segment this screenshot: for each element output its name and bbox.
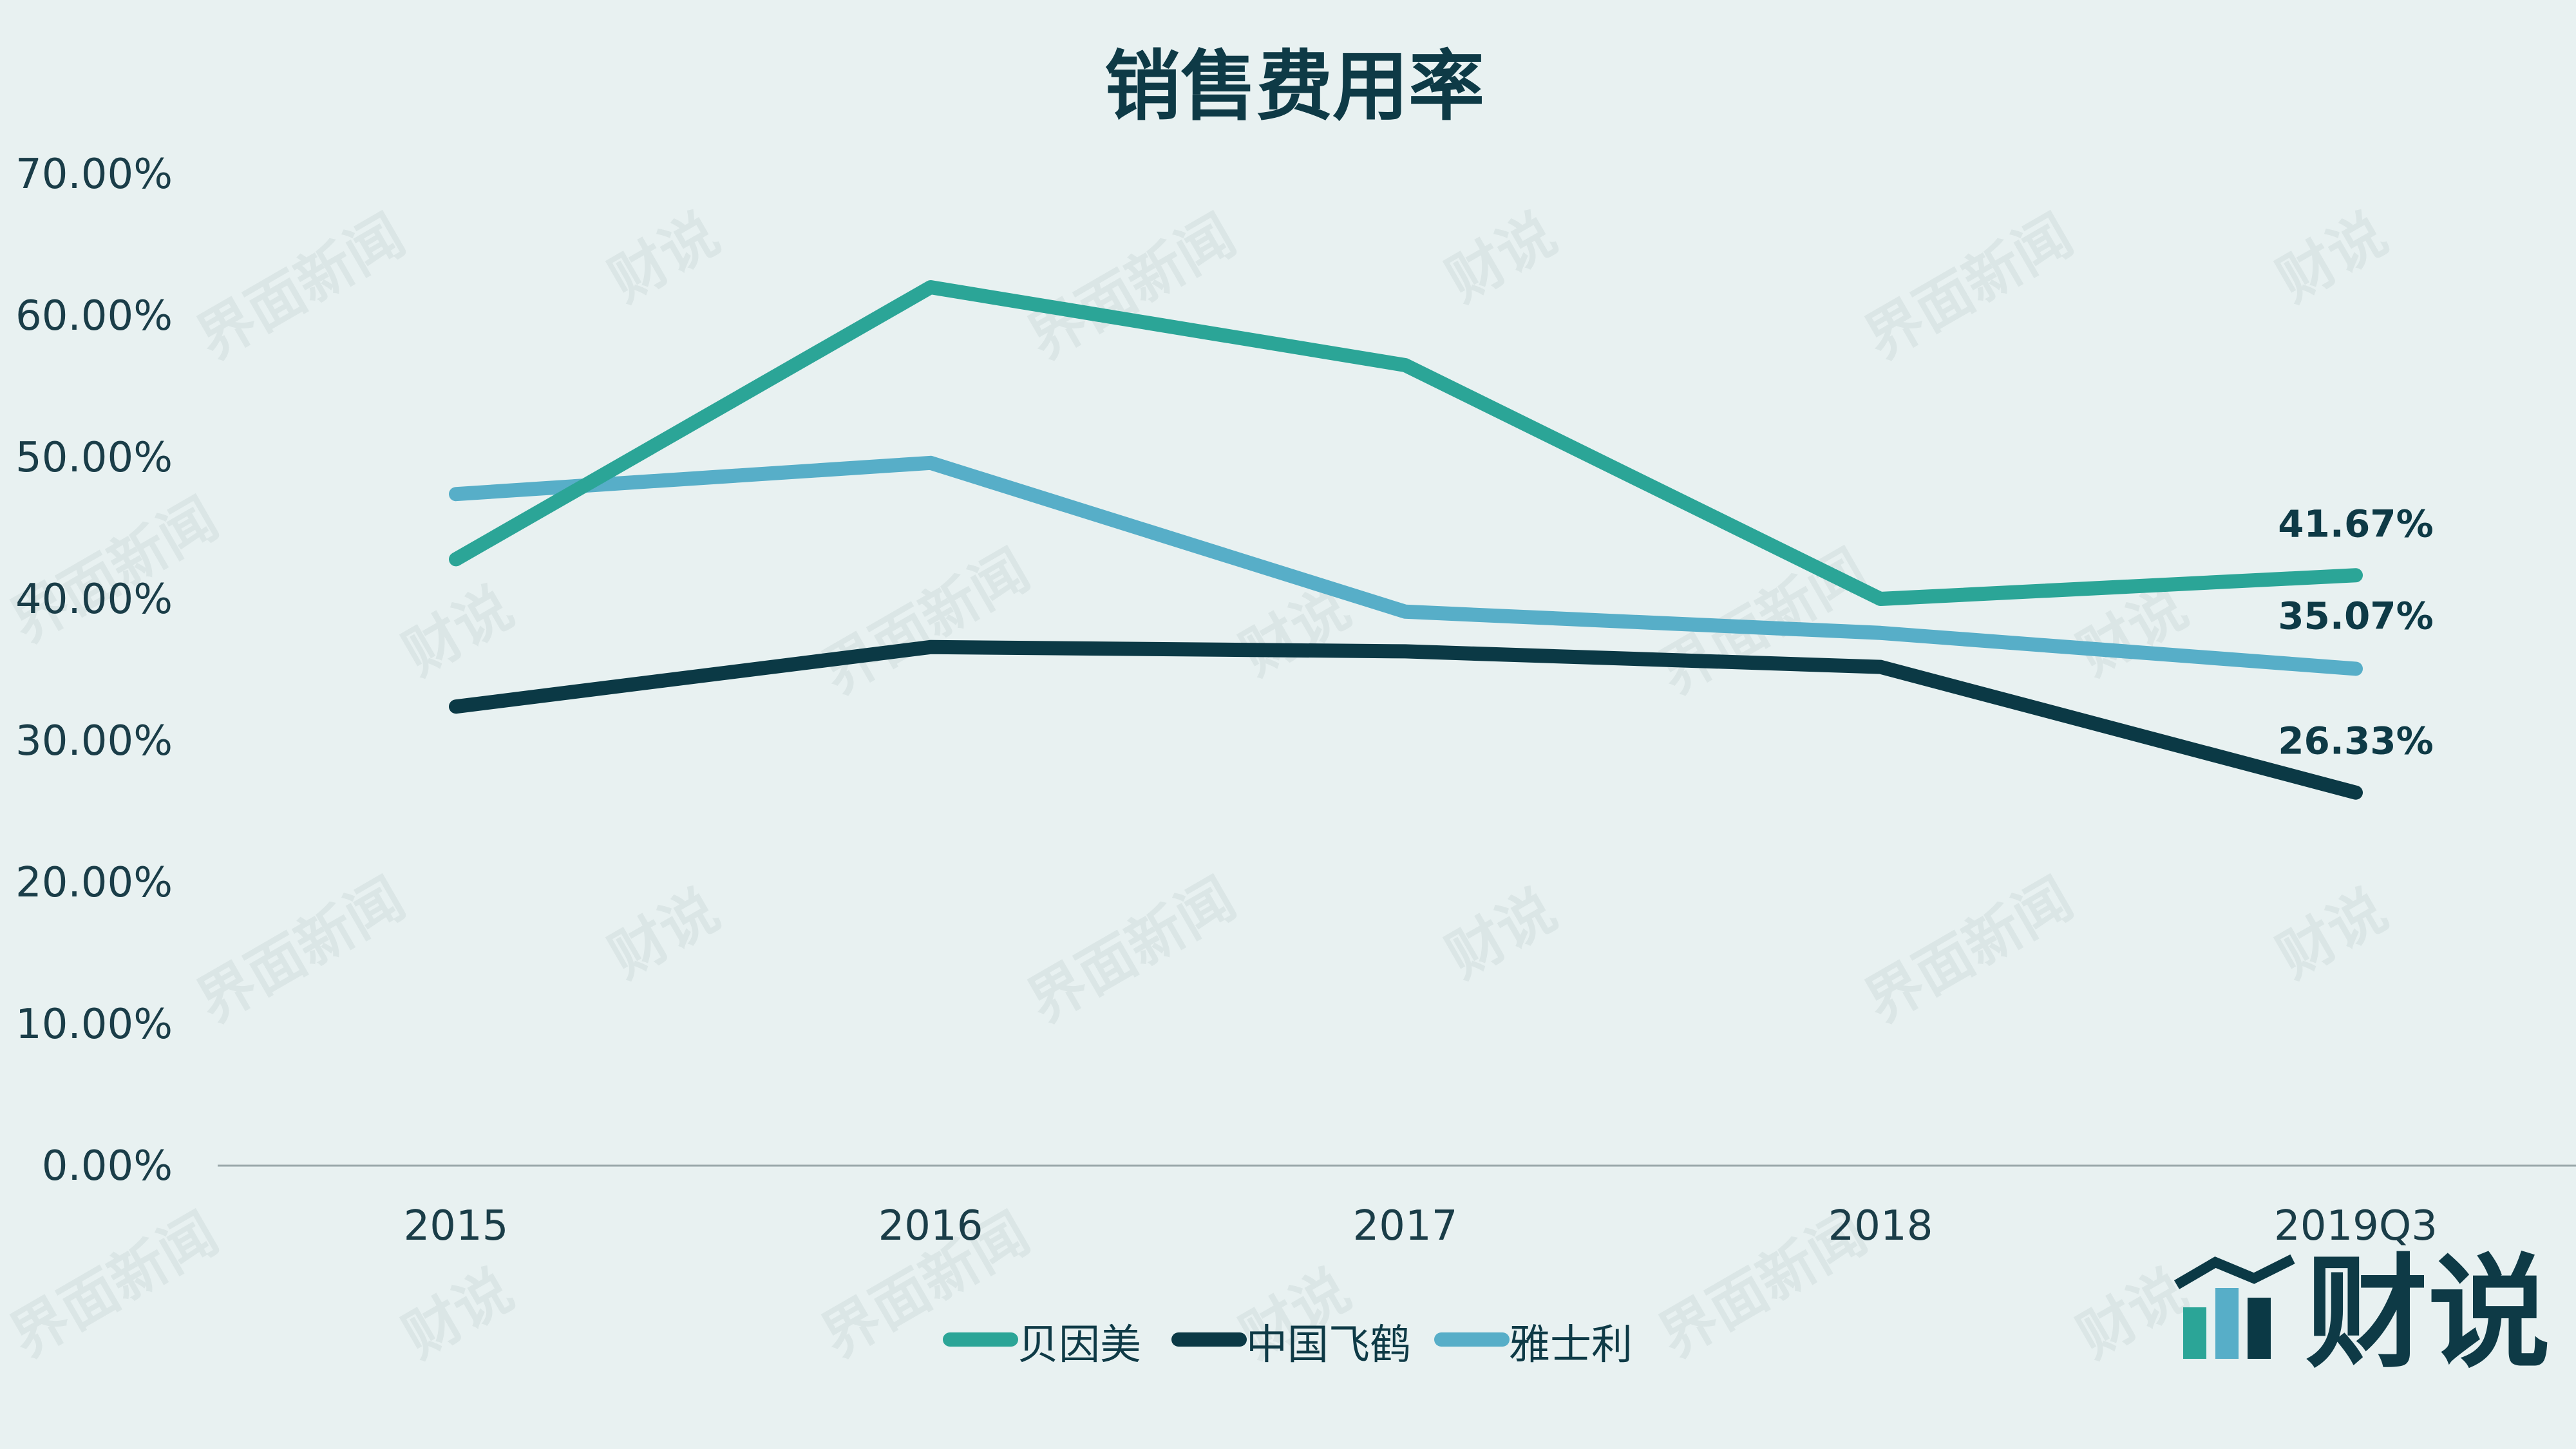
legend-item: 中国飞鹤: [1171, 1321, 1411, 1369]
y-tick-label: 20.00%: [15, 859, 173, 907]
legend-item: 贝因美: [943, 1321, 1141, 1369]
logo-bar-2: [2215, 1288, 2239, 1359]
watermark-text: 界面新闻: [811, 536, 1040, 707]
y-tick-label: 70.00%: [15, 151, 173, 198]
y-tick-label: 50.00%: [15, 434, 173, 482]
watermark-text: 界面新闻: [0, 485, 229, 656]
logo-bar-3: [2248, 1298, 2271, 1359]
watermark-text: 财说: [392, 1256, 524, 1370]
x-tick-label: 2017: [1353, 1202, 1458, 1250]
legend-label: 贝因美: [1018, 1321, 1141, 1369]
watermark-text: 财说: [2266, 876, 2398, 990]
series-line: [449, 280, 2363, 606]
watermark-text: 界面新闻: [186, 865, 415, 1036]
y-tick-label: 60.00%: [15, 292, 173, 340]
series-line: [449, 639, 2363, 800]
chart-title: 销售费用率: [1104, 42, 1484, 131]
series-line: [449, 455, 2363, 676]
watermark-text: 界面新闻: [1017, 202, 1246, 372]
watermark-text: 界面新闻: [1017, 865, 1246, 1036]
y-axis: 0.00% 10.00% 20.00% 30.00% 40.00% 50.00% 60.00…: [15, 151, 173, 1190]
x-tick-label: 2018: [1828, 1202, 1933, 1250]
logo-arrow-icon: [2174, 1254, 2295, 1289]
x-tick-label: 2016: [878, 1202, 983, 1250]
watermark-text: 财说: [392, 574, 524, 688]
legend: 贝因美 中国飞鹤 雅士利: [943, 1321, 1633, 1369]
watermark-text: 财说: [1435, 876, 1567, 990]
y-tick-label: 10.00%: [15, 1001, 173, 1048]
x-tick-label: 2019Q3: [2274, 1202, 2438, 1250]
legend-label: 中国飞鹤: [1246, 1321, 1411, 1369]
y-tick-label: 40.00%: [15, 576, 173, 623]
watermark-text: 财说: [598, 876, 730, 990]
data-label: 35.07%: [2278, 594, 2434, 638]
legend-label: 雅士利: [1509, 1321, 1633, 1369]
logo-bar-1: [2183, 1307, 2206, 1359]
data-label: 41.67%: [2278, 502, 2434, 545]
watermark-text: 界面新闻: [1854, 202, 2083, 372]
logo-text: 财说: [2306, 1242, 2550, 1385]
caishuo-logo: 财说: [2174, 1242, 2550, 1385]
watermark-text: 财说: [598, 200, 730, 314]
y-tick-label: 30.00%: [15, 717, 173, 765]
legend-item: 雅士利: [1434, 1321, 1633, 1369]
watermark-text: 界面新闻: [1854, 865, 2083, 1036]
series-layer: [449, 280, 2363, 800]
x-axis: 2015 2016 2017 2018 2019Q3: [404, 1202, 2438, 1250]
data-label: 26.33%: [2278, 719, 2434, 763]
watermark-text: 界面新闻: [186, 202, 415, 372]
data-labels: 41.67% 26.33% 35.07%: [2278, 502, 2434, 762]
watermark-text: 财说: [2266, 200, 2398, 314]
x-tick-label: 2015: [404, 1202, 509, 1250]
watermark-text: 财说: [2067, 1256, 2198, 1370]
watermark-text: 财说: [1435, 200, 1567, 314]
y-tick-label: 0.00%: [42, 1142, 173, 1190]
watermark-text: 界面新闻: [0, 1200, 229, 1370]
